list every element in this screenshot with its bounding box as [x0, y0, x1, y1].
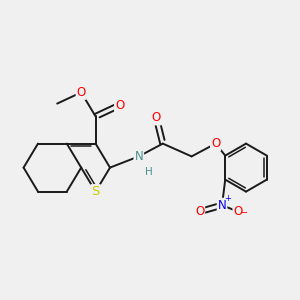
Text: O: O: [211, 137, 220, 150]
Text: +: +: [224, 194, 231, 203]
Text: S: S: [92, 185, 100, 198]
Text: O: O: [233, 205, 243, 218]
Text: N: N: [218, 199, 226, 212]
Text: N: N: [134, 150, 143, 163]
Text: O: O: [152, 112, 161, 124]
Text: O: O: [76, 86, 86, 99]
Text: H: H: [145, 167, 152, 177]
Text: O: O: [195, 205, 204, 218]
Text: O: O: [115, 99, 124, 112]
Text: −: −: [240, 208, 248, 218]
